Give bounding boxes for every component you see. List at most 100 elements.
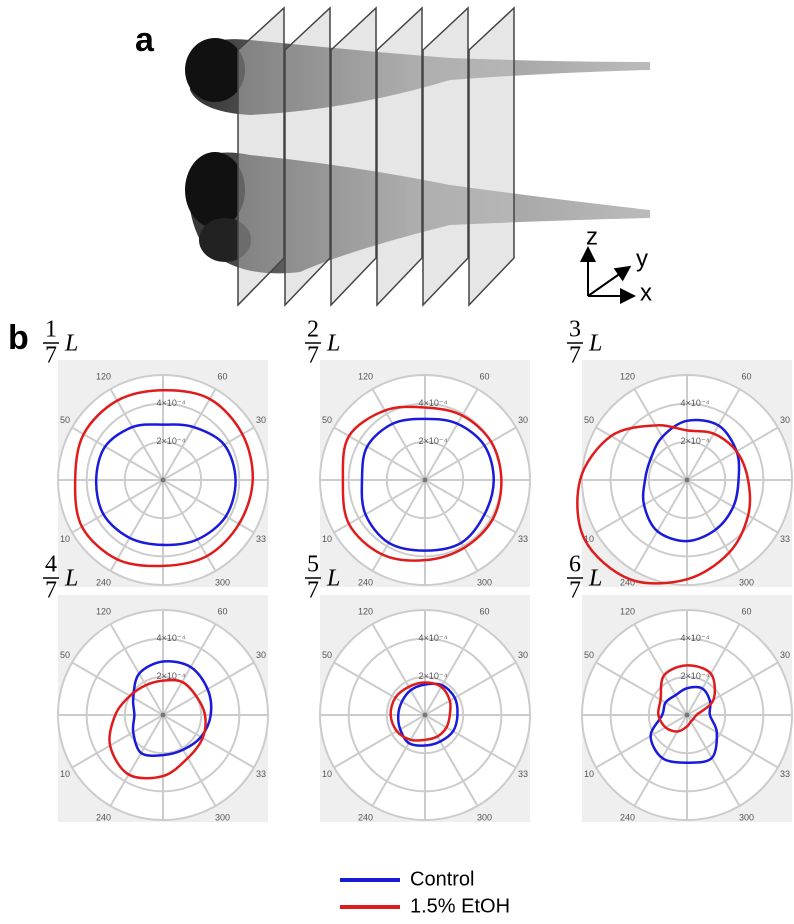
theta-tick-label: 60 [217, 371, 227, 381]
theta-tick-label: 60 [217, 606, 227, 616]
plane [469, 8, 514, 305]
fraction-denominator: 7 [569, 578, 581, 604]
theta-tick-label: 30 [780, 650, 790, 660]
fraction-denominator: 7 [45, 578, 57, 604]
theta-tick-label: 120 [358, 606, 373, 616]
polar-plot: 2×10⁻⁴4×10⁻⁴306012050102403003337L [567, 317, 792, 588]
fraction-denominator: 7 [307, 578, 319, 604]
fraction-variable: L [64, 331, 78, 357]
fraction-numerator: 3 [569, 317, 581, 343]
center-dot [423, 713, 428, 718]
center-dot [685, 713, 690, 718]
legend-label: Control [410, 868, 474, 890]
panel-label: b [8, 319, 29, 357]
theta-tick-label: 10 [60, 534, 70, 544]
theta-tick-label: 30 [518, 650, 528, 660]
theta-tick-label: 240 [358, 812, 373, 822]
theta-tick-label: 33 [780, 534, 790, 544]
theta-tick-label: 50 [322, 650, 332, 660]
polar-plot: 2×10⁻⁴ 4×10⁻⁴ 30 60 120 50 10 240 300 33 17L [43, 317, 268, 588]
theta-tick-label: 120 [96, 606, 111, 616]
theta-tick-label: 60 [479, 371, 489, 381]
theta-tick-label: 33 [256, 769, 266, 779]
theta-tick-label: 50 [584, 650, 594, 660]
theta-tick-label: 120 [358, 371, 373, 381]
theta-tick-label: 300 [739, 812, 754, 822]
polar-plot: 2×10⁻⁴4×10⁻⁴306012050102403003367L [567, 552, 792, 823]
axis-label: z [586, 223, 598, 250]
theta-tick-label: 10 [584, 769, 594, 779]
theta-tick-label: 30 [256, 650, 266, 660]
theta-tick-label: 120 [96, 371, 111, 381]
theta-tick-label: 30 [518, 415, 528, 425]
plane [285, 8, 330, 305]
theta-tick-label: 60 [479, 606, 489, 616]
theta-tick-label: 33 [780, 769, 790, 779]
fish-illustration: z y x [185, 8, 652, 306]
fraction-variable: L [326, 331, 340, 357]
fraction-numerator: 1 [45, 317, 57, 343]
fraction-denominator: 7 [307, 343, 319, 369]
theta-tick-label: 300 [477, 577, 492, 587]
fraction-denominator: 7 [45, 343, 57, 369]
panel-label: a [135, 21, 155, 59]
plane [331, 8, 376, 305]
theta-tick-label: 50 [60, 415, 70, 425]
theta-tick-label: 33 [518, 769, 528, 779]
r-tick-label: 2×10⁻⁴ [419, 436, 448, 446]
r-tick-label: 2×10⁻⁴ [681, 671, 710, 681]
fraction-variable: L [588, 331, 602, 357]
r-tick-label: 2×10⁻⁴ [419, 671, 448, 681]
theta-tick-label: 10 [322, 534, 332, 544]
center-dot [423, 478, 428, 483]
theta-tick-label: 300 [739, 577, 754, 587]
theta-tick-label: 30 [256, 415, 266, 425]
theta-tick-label: 120 [620, 371, 635, 381]
r-tick-label: 4×10⁻⁴ [681, 633, 710, 643]
theta-tick-label: 300 [477, 812, 492, 822]
plane [423, 8, 468, 305]
r-tick-label: 4×10⁻⁴ [419, 633, 448, 643]
r-tick-label: 2×10⁻⁴ [157, 436, 186, 446]
fraction-numerator: 5 [307, 552, 319, 578]
theta-tick-label: 50 [584, 415, 594, 425]
fraction-numerator: 4 [45, 552, 57, 578]
plane [377, 8, 422, 305]
legend-label: 1.5% EtOH [410, 895, 510, 917]
theta-tick-label: 60 [741, 371, 751, 381]
fish-head [185, 152, 245, 228]
center-dot [685, 478, 690, 483]
axis-arrow [588, 268, 628, 296]
fish-head [185, 38, 245, 102]
fraction-variable: L [64, 566, 78, 592]
theta-tick-label: 33 [256, 534, 266, 544]
center-dot [161, 478, 166, 483]
fraction-variable: L [326, 566, 340, 592]
fraction-numerator: 6 [569, 552, 581, 578]
fraction-denominator: 7 [569, 343, 581, 369]
fraction-numerator: 2 [307, 317, 319, 343]
theta-tick-label: 10 [322, 769, 332, 779]
theta-tick-label: 60 [741, 606, 751, 616]
theta-tick-label: 120 [620, 606, 635, 616]
theta-tick-label: 240 [96, 812, 111, 822]
r-tick-label: 4×10⁻⁴ [681, 398, 710, 408]
r-tick-label: 4×10⁻⁴ [157, 398, 186, 408]
figure: z y x a b Control 1.5% EtOH 2×10⁻⁴ 4×10⁻⁴… [0, 0, 794, 924]
center-dot [161, 713, 166, 718]
polar-plot: 2×10⁻⁴4×10⁻⁴306012050102403003347L [43, 552, 268, 823]
plane [238, 8, 284, 305]
theta-tick-label: 30 [780, 415, 790, 425]
theta-tick-label: 300 [215, 812, 230, 822]
theta-tick-label: 240 [96, 577, 111, 587]
theta-tick-label: 240 [358, 577, 373, 587]
r-tick-label: 4×10⁻⁴ [157, 633, 186, 643]
fraction-variable: L [588, 566, 602, 592]
r-tick-label: 2×10⁻⁴ [681, 436, 710, 446]
theta-tick-label: 300 [215, 577, 230, 587]
axis-label: y [636, 245, 648, 272]
theta-tick-label: 50 [322, 415, 332, 425]
theta-tick-label: 10 [60, 769, 70, 779]
